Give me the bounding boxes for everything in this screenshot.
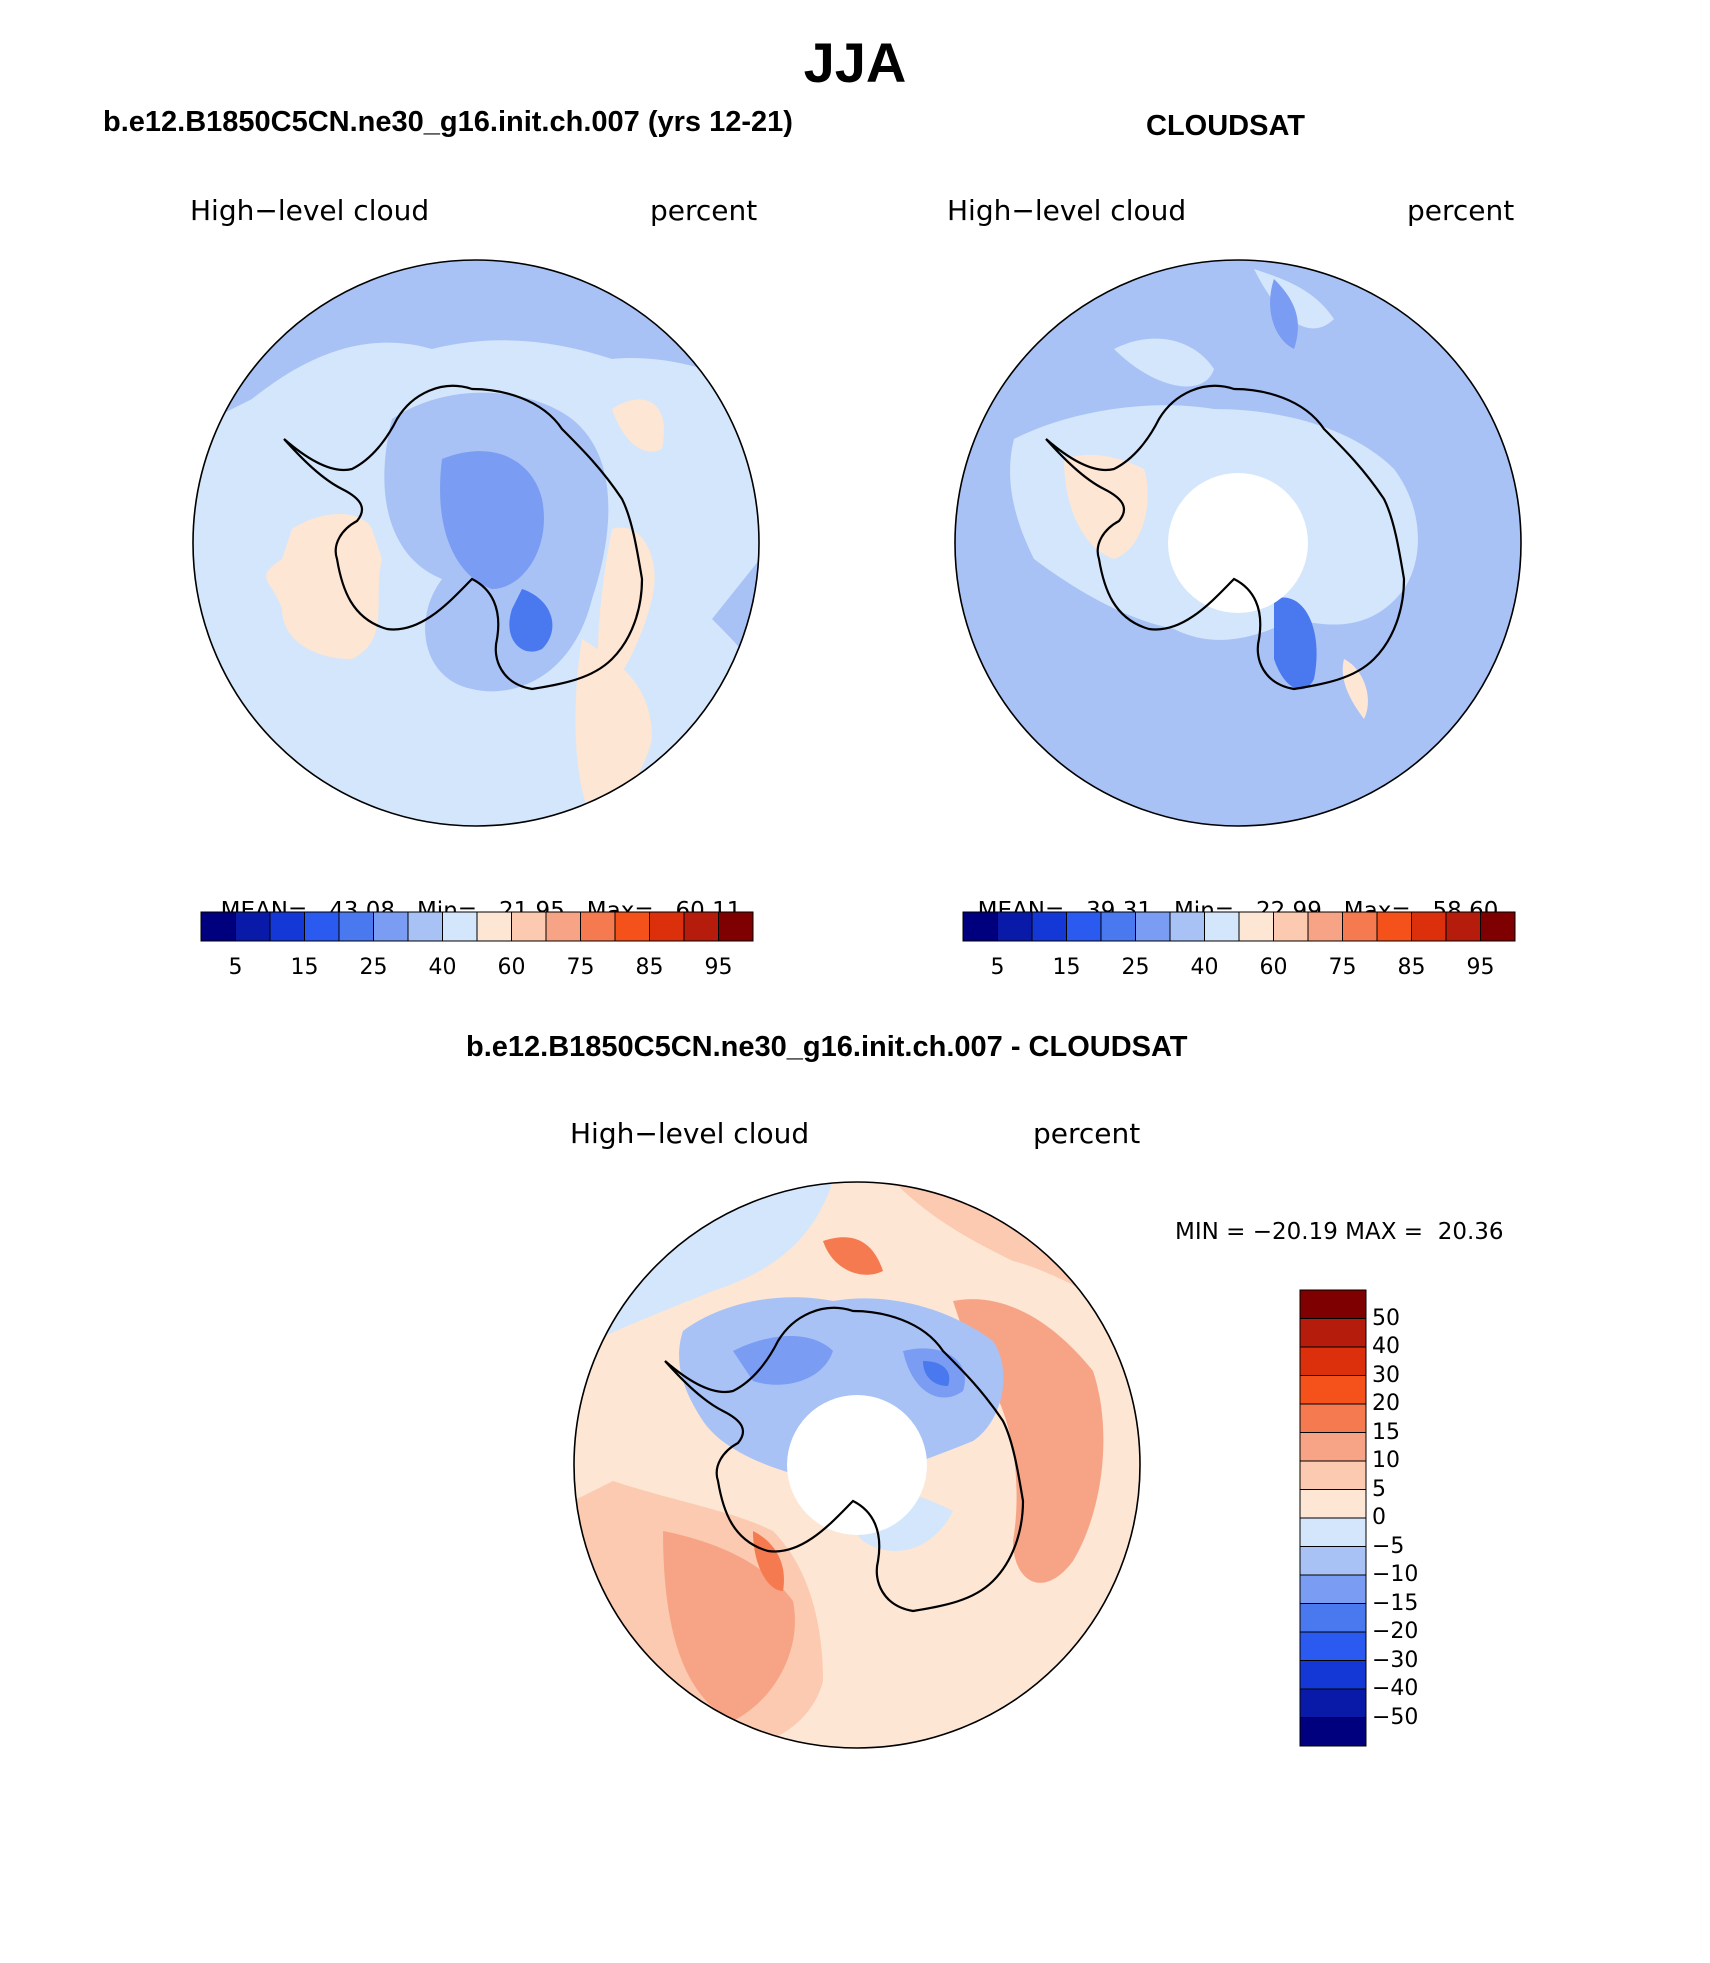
diff-colorbar-swatch [1299, 1631, 1367, 1661]
obs-variable-label: High−level cloud [947, 194, 1187, 227]
model-colorbar-swatch [304, 911, 340, 942]
diff-colorbar-swatch [1299, 1517, 1367, 1547]
diff-colorbar-swatch [1299, 1546, 1367, 1576]
diff-colorbar-swatch [1299, 1318, 1367, 1348]
obs-colorbar-tick: 25 [1121, 955, 1150, 980]
obs-map [954, 259, 1522, 827]
diff-colorbar-swatch [1299, 1375, 1367, 1405]
model-colorbar-swatch [442, 911, 478, 942]
model-panel-title: b.e12.B1850C5CN.ne30_g16.init.ch.007 (yr… [103, 106, 793, 138]
diff-colorbar-tick: 50 [1372, 1305, 1400, 1331]
diff-colorbar-tick: 30 [1372, 1362, 1400, 1388]
main-title: JJA [803, 31, 907, 94]
diff-colorbar-tick: 0 [1372, 1505, 1386, 1530]
model-colorbar-swatch [614, 911, 650, 942]
diff-units-label: percent [1033, 1117, 1141, 1150]
model-colorbar-tick: 85 [635, 955, 664, 980]
model-colorbar-swatch [580, 911, 616, 942]
diff-variable-label: High−level cloud [570, 1117, 810, 1150]
obs-colorbar-tick: 95 [1466, 955, 1495, 980]
diff-colorbar [1299, 1289, 1367, 1747]
model-colorbar-swatch [338, 911, 374, 942]
diff-colorbar-swatch [1299, 1574, 1367, 1604]
obs-colorbar-swatch [1342, 911, 1378, 942]
model-colorbar-swatch [511, 911, 547, 942]
diff-colorbar-swatch [1299, 1688, 1367, 1718]
obs-colorbar-swatch [1411, 911, 1447, 942]
diff-panel-title: b.e12.B1850C5CN.ne30_g16.init.ch.007 - C… [466, 1031, 1188, 1063]
diff-colorbar-tick: 40 [1372, 1334, 1400, 1359]
obs-colorbar-swatch [962, 911, 998, 942]
model-colorbar [200, 911, 754, 942]
obs-colorbar-tick: 85 [1397, 955, 1426, 980]
model-map [192, 259, 760, 827]
model-colorbar-tick: 5 [228, 955, 243, 980]
model-colorbar-swatch [200, 911, 236, 942]
model-colorbar-tick: 15 [290, 955, 319, 980]
model-colorbar-tick: 75 [566, 955, 595, 980]
diff-colorbar-swatch [1299, 1460, 1367, 1490]
obs-colorbar-swatch [1135, 911, 1171, 942]
diff-minmax-text: MIN = −20.19 MAX = 20.36 [1175, 1219, 1504, 1245]
diff-colorbar-tick: −20 [1372, 1619, 1419, 1644]
obs-colorbar [962, 911, 1516, 942]
obs-colorbar-swatch [1100, 911, 1136, 942]
diff-colorbar-swatch [1299, 1432, 1367, 1462]
diff-colorbar-swatch [1299, 1660, 1367, 1690]
obs-colorbar-swatch [1273, 911, 1309, 942]
obs-colorbar-swatch [1169, 911, 1205, 942]
model-colorbar-swatch [545, 911, 581, 942]
obs-colorbar-swatch [1480, 911, 1516, 942]
diff-map [573, 1181, 1141, 1749]
model-variable-label: High−level cloud [190, 194, 430, 227]
model-colorbar-swatch [373, 911, 409, 942]
obs-colorbar-swatch [997, 911, 1033, 942]
obs-colorbar-swatch [1445, 911, 1481, 942]
diff-colorbar-tick: 5 [1372, 1476, 1386, 1502]
model-colorbar-swatch [683, 911, 719, 942]
model-colorbar-swatch [476, 911, 512, 942]
diff-colorbar-swatch [1299, 1346, 1367, 1376]
model-colorbar-swatch [269, 911, 305, 942]
diff-colorbar-tick: −15 [1372, 1590, 1419, 1616]
obs-colorbar-tick: 40 [1190, 955, 1219, 980]
diff-colorbar-tick: 15 [1372, 1419, 1400, 1445]
obs-colorbar-swatch [1376, 911, 1412, 942]
diff-colorbar-tick: 10 [1372, 1448, 1400, 1473]
diff-colorbar-tick: −30 [1372, 1647, 1419, 1673]
diff-colorbar-tick: −50 [1372, 1704, 1419, 1730]
diff-colorbar-tick: 20 [1372, 1391, 1400, 1416]
diff-colorbar-swatch [1299, 1403, 1367, 1433]
model-colorbar-swatch [649, 911, 685, 942]
model-colorbar-tick: 60 [497, 955, 526, 980]
obs-colorbar-tick: 5 [990, 955, 1005, 980]
model-colorbar-tick: 40 [428, 955, 457, 980]
obs-panel-title: CLOUDSAT [1146, 110, 1305, 142]
obs-colorbar-swatch [1204, 911, 1240, 942]
diff-colorbar-tick: −10 [1372, 1562, 1419, 1587]
model-colorbar-tick: 95 [704, 955, 733, 980]
model-colorbar-swatch [718, 911, 754, 942]
obs-colorbar-swatch [1238, 911, 1274, 942]
model-units-label: percent [650, 194, 758, 227]
obs-colorbar-tick: 75 [1328, 955, 1357, 980]
diff-colorbar-tick: −40 [1372, 1676, 1419, 1701]
model-colorbar-tick: 25 [359, 955, 388, 980]
diff-colorbar-tick: −5 [1372, 1533, 1405, 1559]
model-colorbar-swatch [407, 911, 443, 942]
diff-colorbar-swatch [1299, 1289, 1367, 1319]
obs-colorbar-swatch [1031, 911, 1067, 942]
obs-colorbar-tick: 15 [1052, 955, 1081, 980]
obs-colorbar-swatch [1307, 911, 1343, 942]
diff-colorbar-swatch [1299, 1717, 1367, 1747]
obs-colorbar-swatch [1066, 911, 1102, 942]
diff-colorbar-swatch [1299, 1489, 1367, 1519]
diff-colorbar-swatch [1299, 1603, 1367, 1633]
obs-colorbar-tick: 60 [1259, 955, 1288, 980]
obs-units-label: percent [1407, 194, 1515, 227]
model-colorbar-swatch [235, 911, 271, 942]
